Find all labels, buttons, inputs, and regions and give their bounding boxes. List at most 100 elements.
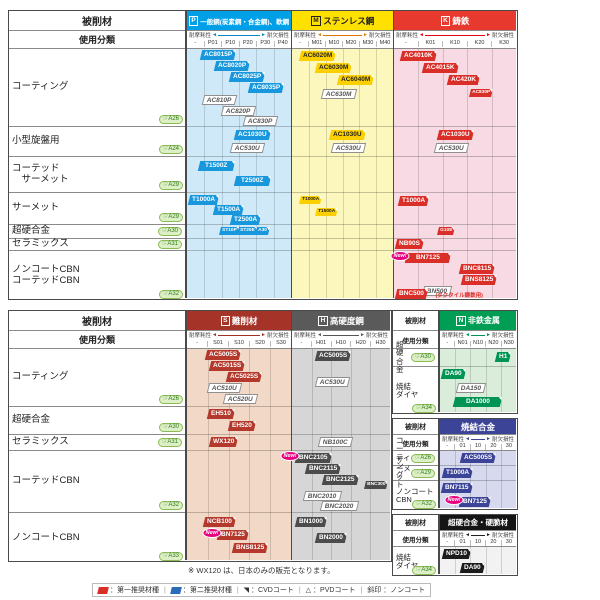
grade-row-P-ccermet: T1500Z T2500Z	[187, 157, 291, 193]
grade-tag-BNC2010: BNC2010	[302, 491, 342, 501]
row-label-ceramics: セラミックス ☞A31	[9, 239, 185, 251]
scale-ticks: -01 10 20 30	[440, 539, 516, 547]
grade-tag-AC830P: AC830P	[468, 89, 493, 97]
scale-ticks: - M01 M10 M20 M30 M40	[292, 39, 393, 49]
grade-row-P-cermet: T1000A T1500A T2500A	[187, 193, 291, 225]
grade-tag-EH510: EH510	[206, 409, 235, 419]
grid-line	[467, 49, 469, 298]
new-badge: New!	[390, 251, 410, 261]
grade-tag-T2500A: T2500A	[229, 215, 262, 225]
legend-separator: |	[164, 586, 166, 594]
grade-tag-text: G10E	[440, 228, 453, 233]
ref-badge: ☞A30	[157, 227, 182, 236]
grade-tag-AC8025P: AC8025P	[228, 72, 266, 82]
axis-wear-label: 耐摩耗性	[442, 437, 465, 443]
axis-fracture-label: 耐欠損性	[368, 33, 391, 39]
grade-row-M-cermet: T1000A T1500A	[292, 193, 393, 225]
new-badge: New!	[444, 495, 464, 505]
legend-symbol: 斜印	[367, 587, 382, 594]
section-header-SA: 焼結合金	[440, 419, 516, 435]
legend-separator: |	[360, 586, 363, 594]
grade-row-K-coating: AC4010K AC4015K AC420K AC830P	[394, 49, 516, 127]
ref-badge: ☞A31	[157, 438, 182, 447]
legend-swatch	[97, 586, 109, 594]
tick-label: S30	[270, 341, 291, 347]
grade-tag-NPD10: NPD10	[441, 549, 472, 559]
grade-tag-AC5005S: AC5005S	[460, 453, 497, 463]
grade-tag-BNC2020: BNC2020	[320, 501, 360, 511]
row-label-text: サーメット	[12, 202, 60, 214]
legend-label: ：第一推奨材種	[110, 587, 159, 594]
label-column-nonferrous: 被削材 使用分類 超硬合金 ☞A30 焼結 ダイヤ ☞A34	[393, 311, 439, 413]
grade-tag-text: NB100C	[323, 439, 349, 446]
work-material-header: 被削材	[9, 11, 185, 31]
tick-label: S10	[228, 341, 249, 347]
grade-tag-T1500Z: T1500Z	[198, 161, 237, 171]
grade-tag-text: AC8020P	[218, 62, 247, 69]
iso-letter-M: M	[310, 15, 322, 26]
grade-tag-AC1030U: AC1030U	[436, 130, 474, 140]
grid-line	[470, 547, 472, 574]
row-label-text: コーテッド サーメット	[12, 162, 69, 185]
grid-line	[491, 49, 493, 298]
arrow-right-icon: ►	[261, 31, 266, 38]
tick-label: N20	[485, 341, 500, 347]
iso-letter-H: H	[318, 315, 328, 326]
section-P: P 一般鋼(炭素鋼・合金鋼)、軟鋼 耐摩耗性 ◄ ► 耐欠損性 - P01 P10 P20 P30 P…	[186, 11, 291, 298]
grade-row-M-cbn	[292, 251, 393, 301]
axis-line	[217, 334, 261, 336]
row-label-text: 超硬合金	[12, 225, 51, 237]
tick-label: H30	[370, 341, 390, 347]
axis-fracture-label: 耐欠損性	[491, 33, 514, 39]
tick-label: K30	[491, 41, 516, 47]
row-label-text: ノンコートCBN	[12, 531, 80, 543]
section-title: 高硬度鋼	[329, 315, 364, 326]
tick-label: M40	[376, 41, 393, 47]
arrow-right-icon: ►	[486, 31, 491, 38]
tick-label: -	[446, 443, 449, 450]
grade-tag-text: AC530U	[234, 145, 260, 152]
grade-tag-text: AC4015K	[426, 64, 455, 71]
row-label-text: 焼結 ダイヤ	[396, 552, 419, 570]
grade-tag-AC6040M: AC6040M	[337, 75, 375, 85]
wear-fracture-axis: 耐摩耗性 ◄ ► 耐欠損性	[440, 331, 516, 339]
tick-label: 20	[485, 444, 500, 450]
legend-item: △ ：PVDコート	[306, 585, 356, 595]
table-nonferrous: 被削材 使用分類 超硬合金 ☞A30 焼結 ダイヤ ☞A34 N 非鉄金属 耐摩耗性 ◄ ► 耐欠損性…	[392, 310, 518, 414]
ref-badge: ☞A30	[410, 353, 435, 362]
grade-tag-text: AC530U	[319, 379, 345, 386]
section-body-H: AC5005S AC530U NB100C BNC2105 New! BNC2115 BNC…	[280, 349, 390, 563]
grade-tag-AC5005S: AC5005S	[204, 350, 242, 360]
grade-tag-text: AC5005S	[208, 351, 237, 358]
tick-label: H01	[310, 341, 331, 347]
grade-row-H-ceramics: NB100C	[292, 435, 390, 451]
grade-row-CB-sdia: NPD10 DA90	[440, 547, 516, 577]
axis-line	[470, 334, 486, 336]
grade-tag-AC4015K: AC4015K	[422, 63, 460, 73]
grade-tag-T1000A: T1000A	[397, 196, 430, 206]
arrow-left-icon: ◄	[465, 331, 470, 338]
grade-tag-DA150: DA150	[455, 383, 487, 393]
grade-tag-AC520U: AC520U	[223, 394, 259, 404]
grade-tag-text: AC8035P	[252, 84, 281, 91]
row-label-text: 超硬合金	[12, 414, 51, 426]
usage-class-header: 使用分類	[393, 331, 438, 349]
axis-wear-label: 耐摩耗性	[189, 33, 212, 39]
grid-line	[331, 349, 333, 560]
grade-row-H-noncbn: BN1000 BN2000	[292, 513, 390, 563]
section-title: ステンレス鋼	[323, 15, 375, 26]
grade-tag-text: BN1000	[298, 518, 323, 525]
grade-tag-AC530U: AC530U	[331, 143, 367, 153]
ref-badge: ☞A31	[157, 240, 182, 249]
section-body-S: AC5005S AC5015S AC5025S AC510U AC520U EH510 EH…	[187, 349, 291, 560]
grade-tag-NB100C: NB100C	[318, 437, 354, 447]
grade-tag-AC630M: AC630M	[321, 89, 358, 99]
tick-label: 20	[485, 540, 500, 546]
ref-badge: ☞A26	[158, 395, 183, 404]
arrow-left-icon: ◄	[317, 31, 322, 38]
axis-line	[470, 534, 486, 536]
grade-note: (ダクタイル鋳鉄用)	[435, 293, 483, 299]
grade-tag-text: AC1030U	[237, 131, 267, 138]
row-label-coating: コーティング ☞A26	[9, 349, 185, 407]
